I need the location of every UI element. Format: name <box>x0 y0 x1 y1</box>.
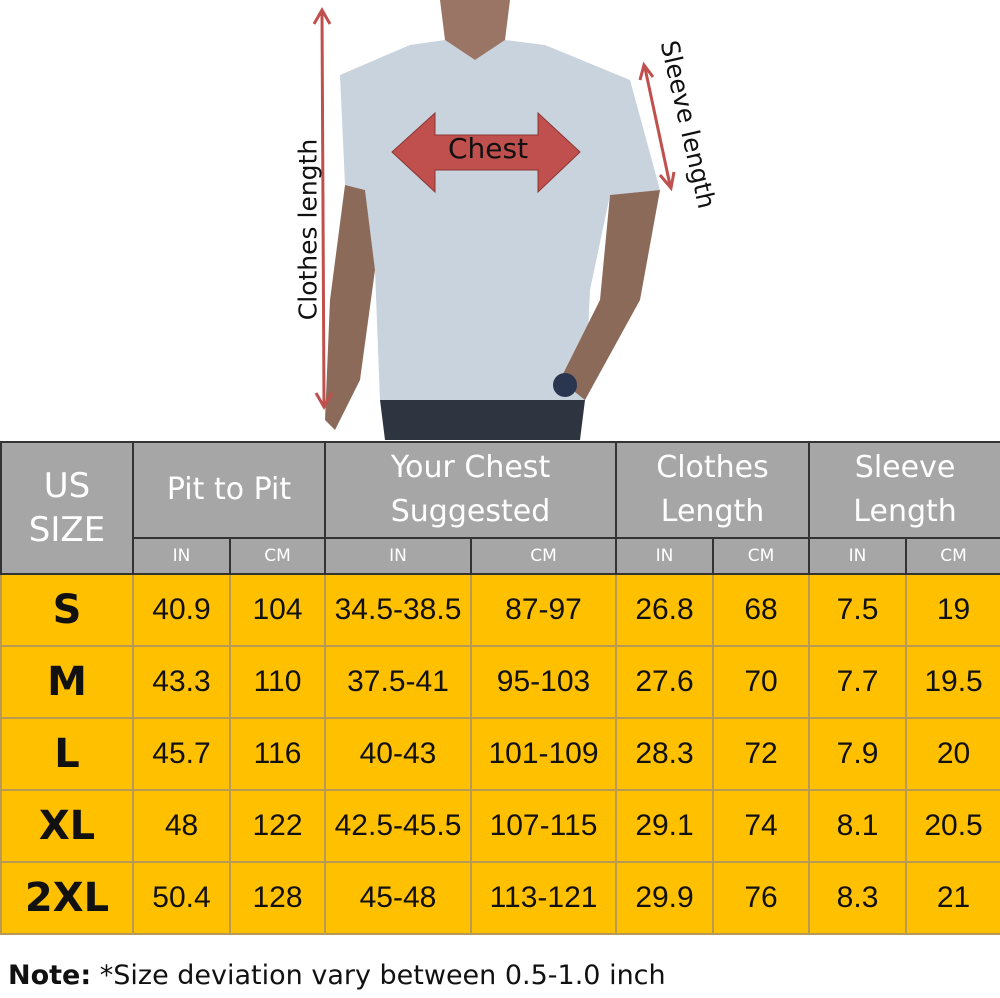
measurement-cell: 76 <box>712 861 811 935</box>
size-chart-table: US SIZE Pit to Pit Your Chest Suggested … <box>0 441 1000 935</box>
measurement-cell: 70 <box>712 645 811 719</box>
measurement-cell: 42.5-45.5 <box>324 789 472 863</box>
table-row: M 43.3 110 37.5-41 95-103 27.6 70 7.7 19.5 <box>0 645 1000 719</box>
unit-header: IN <box>808 537 908 575</box>
note-text: *Size deviation vary between 0.5-1.0 inc… <box>91 960 666 991</box>
unit-header: CM <box>905 537 1000 575</box>
table-row: XL 48 122 42.5-45.5 107-115 29.1 74 8.1 20.5 <box>0 789 1000 863</box>
note-label: Note: <box>8 960 92 991</box>
measurement-cell: 45.7 <box>132 717 231 791</box>
measurement-cell: 45-48 <box>324 861 472 935</box>
measurement-cell: 20.5 <box>905 789 1000 863</box>
pit-to-pit-header: Pit to Pit <box>132 441 326 539</box>
measurement-cell: 107-115 <box>469 789 618 863</box>
unit-header: CM <box>712 537 811 575</box>
measurement-cell: 40-43 <box>324 717 472 791</box>
measurement-cell: 74 <box>712 789 811 863</box>
clothes-length-label: Clothes length <box>293 138 323 321</box>
measurement-cell: 29.9 <box>615 861 715 935</box>
measurement-cell: 19.5 <box>905 645 1000 719</box>
measurement-cell: 87-97 <box>469 573 618 647</box>
sleeve-length-header: Sleeve Length <box>808 441 1000 539</box>
measurement-cell: 8.1 <box>808 789 908 863</box>
chest-label: Chest <box>448 132 529 165</box>
measurement-cell: 110 <box>229 645 326 719</box>
measurement-cell: 7.7 <box>808 645 908 719</box>
unit-header: CM <box>469 537 618 575</box>
measurement-cell: 27.6 <box>615 645 715 719</box>
chest-suggested-header: Your Chest Suggested <box>323 441 618 539</box>
unit-header: IN <box>324 537 472 575</box>
measurement-cell: 29.1 <box>615 789 715 863</box>
measurement-cell: 34.5-38.5 <box>324 573 472 647</box>
size-cell: M <box>0 645 134 719</box>
measurement-cell: 43.3 <box>132 645 231 719</box>
measurement-cell: 50.4 <box>132 861 231 935</box>
size-cell: L <box>0 717 134 791</box>
unit-header: CM <box>229 537 326 575</box>
measurement-cell: 20 <box>905 717 1000 791</box>
measurement-cell: 122 <box>229 789 326 863</box>
table-row: L 45.7 116 40-43 101-109 28.3 72 7.9 20 <box>0 717 1000 791</box>
measurement-cell: 95-103 <box>469 645 618 719</box>
unit-header: IN <box>615 537 715 575</box>
measurement-cell: 104 <box>229 573 326 647</box>
measurement-cell: 28.3 <box>615 717 715 791</box>
measurement-cell: 40.9 <box>132 573 231 647</box>
measurement-cell: 19 <box>905 573 1000 647</box>
measurement-cell: 37.5-41 <box>324 645 472 719</box>
size-cell: 2XL <box>0 861 134 935</box>
measurement-cell: 101-109 <box>469 717 618 791</box>
measurement-cell: 7.5 <box>808 573 908 647</box>
unit-header: IN <box>132 537 231 575</box>
measurement-cell: 128 <box>229 861 326 935</box>
measurement-cell: 72 <box>712 717 811 791</box>
measurement-cell: 7.9 <box>808 717 908 791</box>
table-row: 2XL 50.4 128 45-48 113-121 29.9 76 8.3 21 <box>0 861 1000 935</box>
measurement-cell: 68 <box>712 573 811 647</box>
measurement-cell: 21 <box>905 861 1000 935</box>
model-illustration: Chest Clothes length Sleeve length <box>280 0 740 440</box>
us-size-header: US SIZE <box>0 441 134 575</box>
size-cell: S <box>0 573 134 647</box>
measurement-cell: 26.8 <box>615 573 715 647</box>
size-note: Note: *Size deviation vary between 0.5-1… <box>8 960 666 991</box>
clothes-length-header: Clothes Length <box>615 441 811 539</box>
measurement-cell: 48 <box>132 789 231 863</box>
measurement-cell: 113-121 <box>469 861 618 935</box>
measurement-cell: 8.3 <box>808 861 908 935</box>
table-row: S 40.9 104 34.5-38.5 87-97 26.8 68 7.5 19 <box>0 573 1000 647</box>
size-cell: XL <box>0 789 134 863</box>
chest-arrow <box>391 111 581 194</box>
measurement-cell: 116 <box>229 717 326 791</box>
